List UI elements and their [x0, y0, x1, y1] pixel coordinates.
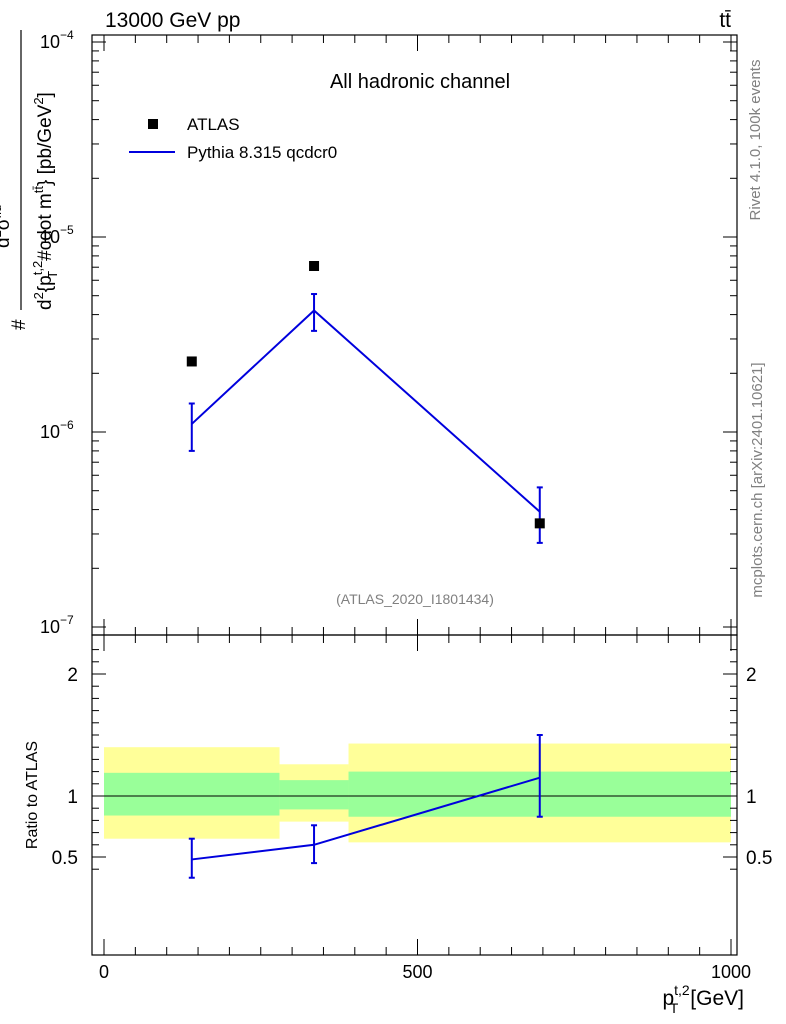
ratio-bands [104, 743, 731, 843]
ratio-y-tick-label-right-2: 2 [746, 665, 757, 686]
legend-atlas-label: ATLAS [187, 115, 240, 134]
process-label: tt̄ [719, 9, 731, 32]
main-y-tick-exponent-3: −4 [60, 28, 74, 42]
main-y-tick-label-1: 10 [40, 422, 60, 442]
legend-pythia-label: Pythia 8.315 qcdcr0 [187, 143, 337, 162]
main-y-tick-label-2: 10 [40, 227, 60, 247]
ratio-y-tick-label-right-1: 1 [746, 787, 757, 808]
x-tick-label-1: 500 [402, 962, 432, 982]
energy-label: 13000 GeV pp [105, 9, 240, 32]
ratio-y-tick-label-left-1: 1 [67, 787, 78, 808]
ratio-y-axis-label: Ratio to ATLAS [24, 741, 41, 849]
atlas-data-point [534, 518, 545, 529]
pythia-line [191, 309, 541, 513]
main-y-tick-label-0: 10 [40, 617, 60, 637]
svg-text:d2σfid: d2σfid [0, 205, 14, 248]
legend-atlas-marker [148, 119, 158, 129]
source-label: mcplots.cern.ch [arXiv:2401.10621] [749, 362, 766, 597]
main-y-tick-exponent-2: −5 [60, 223, 74, 237]
ratio-y-tick-label-left-2: 2 [67, 665, 78, 686]
ratio-panel-frame [91, 634, 738, 956]
svg-text:d2{pt,2T#cdot mtt̄} [pb/GeV2]: d2{pt,2T#cdot mtt̄} [pb/GeV2] [30, 92, 60, 310]
atlas-data-point [309, 261, 320, 272]
main-y-tick-label-3: 10 [40, 32, 60, 52]
ratio-y-tick-label-left-0: 0.5 [52, 848, 78, 869]
rivet-version-label: Rivet 4.1.0, 100k events [747, 60, 764, 221]
x-axis-label: pt,2 T [GeV] [662, 982, 744, 1016]
x-tick-label-2: 1000 [711, 962, 751, 982]
series-layer [186, 261, 545, 879]
panel-frames [91, 34, 738, 956]
main-y-tick-exponent-0: −7 [60, 613, 74, 627]
main-y-axis-label: # d2σfid d2{pt,2T#cdot mtt̄} [pb/GeV2] [0, 30, 60, 330]
ratio-y-tick-label-right-0: 0.5 [746, 848, 772, 869]
ratio-band-green-0 [104, 772, 280, 816]
ratio-band-green-1 [279, 780, 349, 810]
svg-text:#: # [9, 319, 30, 330]
main-y-tick-exponent-1: −6 [60, 418, 74, 432]
analysis-watermark: (ATLAS_2020_I1801434) [336, 591, 494, 607]
chart-title: All hadronic channel [330, 71, 510, 93]
atlas-data-point [186, 356, 197, 367]
x-tick-label-0: 0 [99, 962, 109, 982]
